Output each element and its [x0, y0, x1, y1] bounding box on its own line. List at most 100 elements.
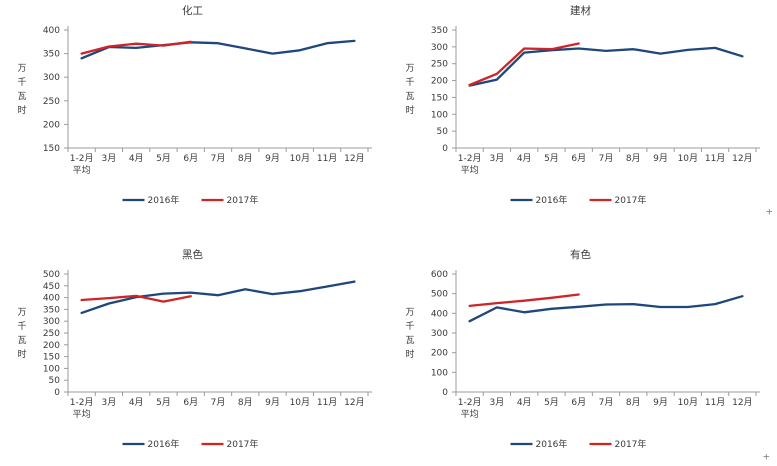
y-tick-label: 600 [431, 270, 448, 280]
x-tick-label: 9月 [265, 153, 280, 164]
x-tick-label: 7月 [211, 153, 226, 164]
chart-title: 有色 [570, 248, 591, 261]
legend-label: 2016年 [536, 194, 568, 206]
series-line-2017年 [80, 40, 192, 55]
x-tick-label: 1-2月 [458, 153, 482, 164]
x-tick-label: 11月 [317, 397, 337, 408]
x-tick-label-line2: 平均 [73, 408, 91, 420]
x-tick-label: 10月 [678, 153, 698, 164]
chart-title: 黑色 [182, 248, 203, 261]
y-tick-label: 200 [43, 341, 60, 351]
y-axis-title-char: 时 [405, 348, 414, 360]
x-tick-label: 1-2月 [458, 397, 482, 408]
y-axis-title-char: 千 [405, 77, 414, 88]
x-tick-label: 5月 [156, 397, 171, 408]
chart-title: 建材 [570, 4, 591, 17]
series-line-2016年 [80, 39, 356, 60]
x-tick-label: 10月 [290, 397, 310, 408]
x-tick-label: 6月 [183, 397, 198, 408]
x-tick-label: 8月 [626, 153, 641, 164]
x-tick-label: 8月 [238, 397, 253, 408]
x-tick-label: 7月 [599, 153, 614, 164]
y-axis-title-char: 万 [405, 308, 414, 318]
y-tick-label: 300 [431, 43, 448, 53]
y-tick-label: 100 [431, 368, 448, 378]
series-line-2017年 [468, 42, 580, 87]
x-tick-label: 6月 [571, 397, 586, 408]
y-tick-label: 300 [431, 329, 448, 339]
y-tick-label: 250 [43, 329, 60, 339]
y-tick-label: 300 [43, 73, 60, 83]
y-axis-title-char: 时 [17, 348, 26, 360]
chart-ferrous[interactable]: 黑色万千瓦时 0 50 100 150 200 250 300 350 400 450 500 1-2月… [2, 244, 387, 462]
legend-label: 2017年 [227, 438, 259, 450]
y-tick-label: 350 [43, 50, 60, 60]
x-tick-label: 4月 [517, 153, 532, 164]
x-tick-label: 11月 [705, 153, 725, 164]
x-tick-label: 3月 [102, 397, 117, 408]
y-tick-label: 300 [43, 317, 60, 327]
series-line-2017年 [468, 293, 580, 308]
legend-label: 2017年 [615, 194, 647, 206]
y-tick-label: 200 [431, 77, 448, 87]
y-tick-label: 500 [43, 270, 60, 280]
y-tick-label: 0 [442, 388, 448, 398]
x-tick-label: 11月 [317, 153, 337, 164]
x-tick-label: 12月 [732, 153, 752, 164]
legend-label: 2017年 [227, 194, 259, 206]
x-tick-label-line2: 平均 [461, 164, 479, 176]
x-tick-label: 7月 [599, 397, 614, 408]
y-tick-label: 150 [43, 144, 60, 154]
y-tick-label: 200 [431, 349, 448, 359]
x-tick-label: 4月 [129, 153, 144, 164]
series-line-2017年 [80, 294, 192, 303]
x-tick-label: 3月 [490, 397, 505, 408]
x-tick-label: 1-2月 [70, 153, 94, 164]
y-tick-label: 50 [437, 127, 449, 137]
y-tick-label: 100 [431, 110, 448, 120]
y-tick-label: 0 [442, 144, 448, 154]
x-tick-label: 7月 [211, 397, 226, 408]
y-tick-label: 50 [49, 376, 61, 386]
x-tick-label: 4月 [517, 397, 532, 408]
chart-chemical[interactable]: 化工万千瓦时 150 200 250 300 350 400 1-2月 平均 3月 4月 5月 6月 7月… [2, 0, 387, 218]
x-tick-label: 9月 [653, 397, 668, 408]
y-tick-label: 350 [431, 26, 448, 36]
x-tick-label: 6月 [571, 153, 586, 164]
y-axis-title-char: 万 [405, 64, 414, 74]
x-tick-label: 9月 [265, 397, 280, 408]
line-chart-svg: 黑色万千瓦时0501001502002503003504004505001-2月… [17, 248, 372, 450]
y-axis-title-char: 瓦 [17, 91, 26, 102]
legend-label: 2017年 [615, 438, 647, 450]
y-tick-label: 400 [431, 309, 448, 319]
y-tick-label: 250 [431, 60, 448, 70]
series-line-2016年 [468, 295, 744, 323]
x-tick-label: 12月 [344, 397, 364, 408]
y-tick-label: 500 [431, 290, 448, 300]
x-tick-label: 12月 [732, 397, 752, 408]
cell-cursor-artifact: + [763, 450, 770, 463]
x-tick-label: 10月 [290, 153, 310, 164]
y-axis-title-char: 时 [405, 104, 414, 116]
x-tick-label: 6月 [183, 153, 198, 164]
y-axis-title-char: 瓦 [405, 91, 414, 102]
series-line-2016年 [468, 46, 744, 87]
y-axis-title-char: 千 [405, 321, 414, 332]
series-line-2016年 [80, 280, 356, 315]
x-tick-label-line2: 平均 [73, 164, 91, 176]
x-tick-label: 4月 [129, 397, 144, 408]
cell-cursor-artifact: + [766, 205, 773, 218]
chart-building-materials[interactable]: 建材万千瓦时 0 50 100 150 200 250 300 350 1-2月 平均 3月 4月 5月 6… [390, 0, 775, 218]
chart-nonferrous[interactable]: 有色万千瓦时 0 100 200 300 400 500 600 1-2月 平均 3月 4月 5月 6月 7… [390, 244, 775, 462]
y-axis-title-char: 千 [17, 77, 26, 88]
y-tick-label: 450 [43, 282, 60, 292]
y-tick-label: 400 [43, 26, 60, 36]
y-axis-title-char: 时 [17, 104, 26, 116]
y-axis-title-char: 千 [17, 321, 26, 332]
x-tick-label: 11月 [705, 397, 725, 408]
x-tick-label: 1-2月 [70, 397, 94, 408]
x-tick-label: 3月 [102, 153, 117, 164]
